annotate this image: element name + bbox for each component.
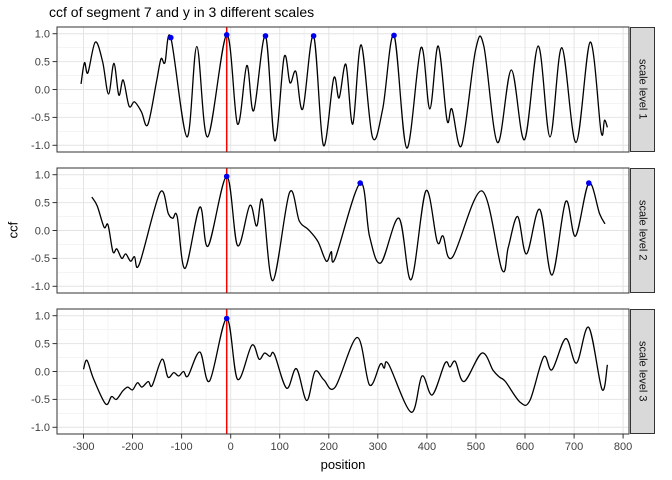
svg-text:1.0: 1.0 <box>35 29 50 41</box>
svg-text:600: 600 <box>516 441 534 453</box>
chart-title: ccf of segment 7 and y in 3 different sc… <box>49 4 315 20</box>
svg-text:-0.5: -0.5 <box>31 253 50 265</box>
svg-text:0.5: 0.5 <box>35 56 50 68</box>
svg-text:0.0: 0.0 <box>35 225 50 237</box>
peak-point <box>586 180 592 186</box>
facet-strip-label-2: scale level 2 <box>636 200 649 261</box>
svg-text:-1.0: -1.0 <box>31 140 50 152</box>
svg-text:-0.5: -0.5 <box>31 394 50 406</box>
svg-text:400: 400 <box>418 441 436 453</box>
ccf-curve-panel-3 <box>82 317 609 413</box>
peak-point <box>357 180 364 186</box>
svg-text:-1.0: -1.0 <box>31 422 50 434</box>
svg-text:100: 100 <box>271 441 289 453</box>
svg-text:0.0: 0.0 <box>35 84 50 96</box>
svg-text:1.0: 1.0 <box>35 311 50 323</box>
facet-strip-label-3: scale level 3 <box>636 341 649 402</box>
peak-point <box>223 173 230 180</box>
svg-text:-200: -200 <box>121 441 143 453</box>
ccf-curve-panel-1 <box>80 34 609 149</box>
svg-text:700: 700 <box>565 441 583 453</box>
facet-strip-2: scale level 2 <box>630 168 655 293</box>
peak-point <box>262 33 269 39</box>
peak-point <box>391 32 397 39</box>
svg-text:-1.0: -1.0 <box>31 281 50 293</box>
svg-text:0.5: 0.5 <box>35 338 50 350</box>
svg-text:200: 200 <box>320 441 338 453</box>
facet-strip-3: scale level 3 <box>630 309 655 434</box>
x-axis-title: position <box>320 457 366 472</box>
svg-text:0: 0 <box>228 441 234 453</box>
peak-point <box>310 33 317 39</box>
peak-point <box>223 32 230 38</box>
svg-text:-0.5: -0.5 <box>31 112 50 124</box>
svg-text:0.0: 0.0 <box>35 366 50 378</box>
facet-strip-1: scale level 1 <box>630 27 655 152</box>
svg-text:-300: -300 <box>72 441 94 453</box>
svg-text:-100: -100 <box>171 441 193 453</box>
svg-text:300: 300 <box>369 441 387 453</box>
svg-text:1.0: 1.0 <box>35 170 50 182</box>
ccf-curve-panel-2 <box>91 175 606 282</box>
svg-text:0.5: 0.5 <box>35 197 50 209</box>
peak-point <box>223 315 230 322</box>
svg-text:500: 500 <box>467 441 485 453</box>
peak-point <box>168 34 174 41</box>
svg-text:800: 800 <box>614 441 632 453</box>
facet-strip-label-1: scale level 1 <box>636 59 649 120</box>
